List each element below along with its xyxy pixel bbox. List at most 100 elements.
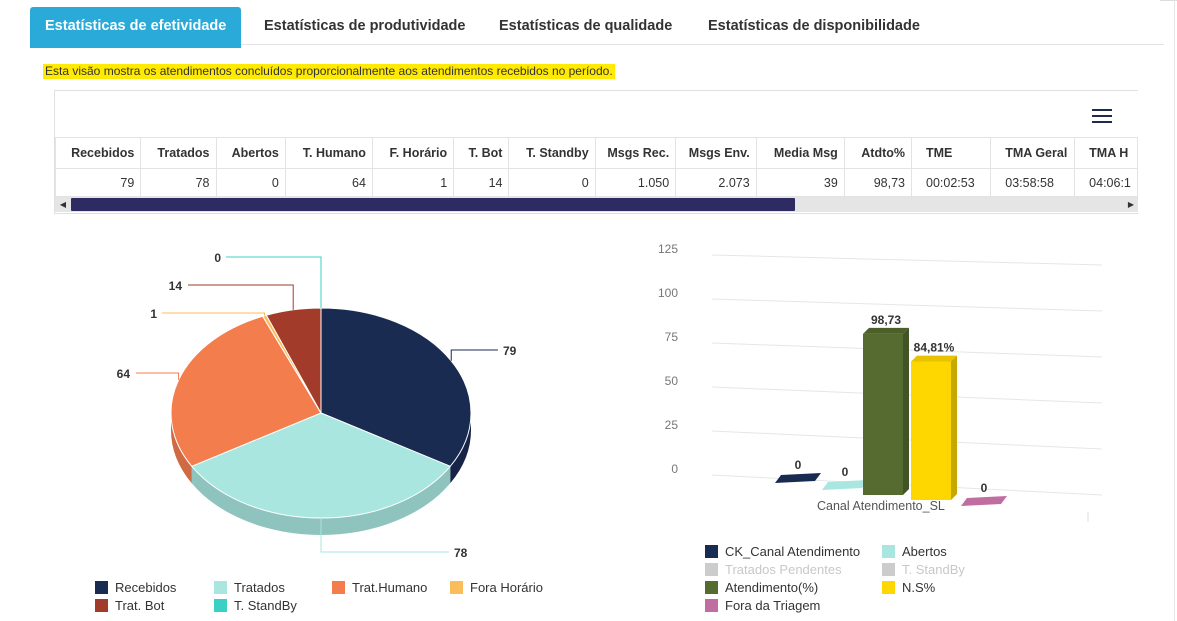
arrow-right-icon[interactable]: ▶ bbox=[1127, 200, 1135, 209]
stats-table: Recebidos Tratados Abertos T. Humano F. … bbox=[55, 137, 1138, 197]
bar-chart: 0 25 50 75 100 125 Canal Atendimento_SL 0 0 98,73… bbox=[658, 242, 1103, 522]
legend-item-fora-triagem[interactable]: Fora da Triagem bbox=[705, 598, 820, 614]
legend-swatch bbox=[705, 545, 718, 558]
pie-leader-line bbox=[450, 349, 498, 361]
y-tick-label: 50 bbox=[665, 374, 679, 388]
pie-data-label: 1 bbox=[150, 307, 157, 321]
y-tick-label: 75 bbox=[665, 330, 679, 344]
tab-disponibilidade[interactable]: Estatísticas de disponibilidade bbox=[708, 18, 920, 34]
column-header[interactable]: TME bbox=[910, 137, 992, 169]
pie-slice[interactable] bbox=[320, 307, 472, 467]
column-header[interactable]: TMA Geral bbox=[990, 137, 1076, 169]
legend-item-ck-canal[interactable]: CK_Canal Atendimento bbox=[705, 544, 860, 560]
legend-swatch bbox=[882, 563, 895, 576]
table-cell: 64 bbox=[284, 168, 373, 197]
pie-data-label: 79 bbox=[503, 344, 517, 358]
bar-fora-da-triagem[interactable] bbox=[961, 496, 1007, 506]
pie-leader-line bbox=[226, 256, 322, 308]
horizontal-scrollbar[interactable]: ◀ ▶ bbox=[55, 197, 1138, 212]
legend-item-fora-horario[interactable]: Fora Horário bbox=[450, 580, 543, 596]
legend-swatch bbox=[882, 581, 895, 594]
bar-ck-canal-atendimento[interactable] bbox=[775, 473, 821, 483]
pie-legend: Recebidos Tratados Trat.Humano Fora Horá… bbox=[95, 580, 575, 620]
table-cell: 2.073 bbox=[675, 168, 757, 197]
legend-label: N.S% bbox=[902, 580, 936, 595]
bar-abertos[interactable] bbox=[822, 480, 868, 490]
legend-swatch bbox=[95, 599, 108, 612]
hamburger-menu-icon[interactable] bbox=[1092, 109, 1112, 125]
column-header[interactable]: Recebidos bbox=[55, 137, 142, 169]
table-cell: 1.050 bbox=[594, 168, 677, 197]
right-divider bbox=[1174, 0, 1175, 621]
legend-item-trat-humano[interactable]: Trat.Humano bbox=[332, 580, 427, 596]
legend-label: Fora da Triagem bbox=[725, 598, 821, 613]
legend-label: Recebidos bbox=[115, 580, 177, 595]
column-header[interactable]: T. Humano bbox=[284, 137, 373, 169]
pie-slice[interactable] bbox=[170, 315, 322, 467]
y-tick-label: 25 bbox=[665, 418, 679, 432]
pie-leader-line bbox=[162, 312, 266, 316]
pie-slice[interactable] bbox=[190, 412, 452, 519]
pie-data-label: 78 bbox=[454, 546, 468, 560]
table-cell: 03:58:58 bbox=[990, 168, 1076, 197]
bar-data-label: 84,81% bbox=[914, 341, 955, 355]
column-header[interactable]: F. Horário bbox=[371, 137, 455, 169]
legend-swatch bbox=[450, 581, 463, 594]
column-header[interactable]: T. Bot bbox=[453, 137, 510, 169]
pie-leader-line bbox=[320, 518, 449, 553]
scrollbar-thumb[interactable] bbox=[71, 198, 795, 211]
legend-swatch bbox=[214, 581, 227, 594]
y-tick-label: 0 bbox=[671, 462, 678, 476]
table-cell: 79 bbox=[55, 168, 142, 197]
legend-item-trat-bot[interactable]: Trat. Bot bbox=[95, 598, 164, 614]
tab-efetividade[interactable]: Estatísticas de efetividade bbox=[30, 7, 242, 48]
column-header[interactable]: TMA H bbox=[1074, 137, 1138, 169]
grid-line bbox=[711, 254, 1103, 266]
legend-item-t-standby[interactable]: T. StandBy bbox=[214, 598, 297, 614]
bar-data-label: 98,73 bbox=[871, 313, 901, 327]
bar-atendimento-[interactable] bbox=[863, 327, 909, 495]
pie-slice-side bbox=[450, 413, 471, 484]
legend-label: T. StandBy bbox=[234, 598, 297, 613]
legend-label: Tratados bbox=[234, 580, 285, 595]
arrow-left-icon[interactable]: ◀ bbox=[59, 200, 67, 209]
tab-produtividade[interactable]: Estatísticas de produtividade bbox=[264, 18, 466, 34]
column-header[interactable]: Tratados bbox=[140, 137, 217, 169]
legend-label: Atendimento(%) bbox=[725, 580, 819, 595]
legend-item-recebidos[interactable]: Recebidos bbox=[95, 580, 176, 596]
y-tick-label: 125 bbox=[658, 242, 678, 256]
tab-qualidade[interactable]: Estatísticas de qualidade bbox=[499, 18, 673, 34]
legend-swatch bbox=[95, 581, 108, 594]
bar-data-label: 0 bbox=[795, 458, 802, 472]
column-header[interactable]: Msgs Rec. bbox=[594, 137, 677, 169]
table-cell: 78 bbox=[140, 168, 217, 197]
column-header[interactable]: Abertos bbox=[215, 137, 286, 169]
pie-slice[interactable] bbox=[265, 307, 322, 415]
legend-item-tratados-pendentes[interactable]: Tratados Pendentes bbox=[705, 562, 842, 578]
legend-item-t-standby-bar[interactable]: T. StandBy bbox=[882, 562, 965, 578]
column-header[interactable]: Atdto% bbox=[843, 137, 913, 169]
statistics-tabs: Estatísticas de efetividade Estatísticas… bbox=[30, 7, 1164, 48]
legend-label: Fora Horário bbox=[470, 580, 543, 595]
legend-label: Tratados Pendentes bbox=[725, 562, 842, 577]
pie-leader-line bbox=[188, 284, 294, 310]
legend-label: Trat.Humano bbox=[352, 580, 428, 595]
bar-n-s-[interactable] bbox=[911, 355, 957, 500]
table-cell: 0 bbox=[508, 168, 596, 197]
legend-item-ns[interactable]: N.S% bbox=[882, 580, 935, 596]
legend-swatch bbox=[705, 563, 718, 576]
pie-data-label: 14 bbox=[169, 279, 183, 293]
column-header[interactable]: Media Msg bbox=[755, 137, 845, 169]
bar-data-label: 0 bbox=[981, 481, 988, 495]
legend-item-abertos[interactable]: Abertos bbox=[882, 544, 947, 560]
legend-item-tratados[interactable]: Tratados bbox=[214, 580, 285, 596]
pie-data-label: 0 bbox=[214, 251, 221, 265]
pie-slice-side bbox=[191, 466, 451, 535]
legend-label: T. StandBy bbox=[902, 562, 965, 577]
table-cell: 1 bbox=[371, 168, 455, 197]
legend-item-atendimento[interactable]: Atendimento(%) bbox=[705, 580, 818, 596]
column-header[interactable]: T. Standby bbox=[508, 137, 596, 169]
legend-swatch bbox=[882, 545, 895, 558]
column-header[interactable]: Msgs Env. bbox=[675, 137, 757, 169]
legend-swatch bbox=[214, 599, 227, 612]
